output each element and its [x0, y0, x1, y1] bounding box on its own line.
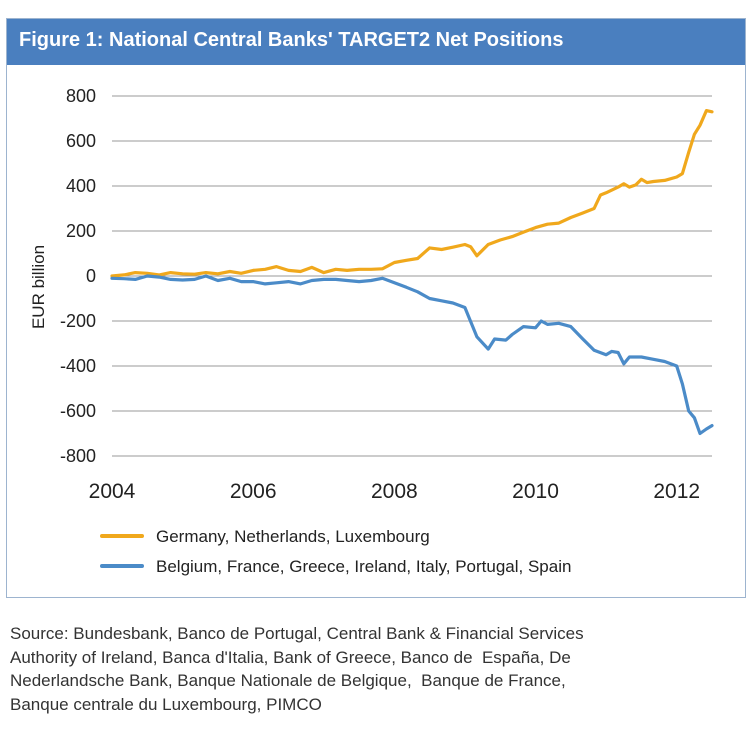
series-line-1 — [110, 109, 714, 278]
source-line-3: Nederlandsche Bank, Banque Nationale de … — [10, 671, 566, 690]
legend: Germany, Netherlands, Luxembourg Belgium,… — [100, 527, 571, 576]
y-tick-label: 0 — [86, 266, 96, 286]
legend-label-2: Belgium, France, Greece, Ireland, Italy,… — [156, 557, 571, 576]
source-line-1: Source: Bundesbank, Banco de Portugal, C… — [10, 624, 584, 643]
x-tick-label: 2008 — [371, 480, 418, 503]
gridlines — [112, 95, 712, 457]
y-tick-label: 200 — [66, 221, 96, 241]
title-bar: Figure 1: National Central Banks' TARGET… — [7, 19, 745, 65]
y-axis-label: EUR billion — [29, 245, 48, 329]
x-tick-labels: 2004 2006 2008 2010 2012 — [89, 480, 700, 503]
source-line-2: Authority of Ireland, Banca d'Italia, Ba… — [10, 647, 571, 667]
source-note: Source: Bundesbank, Banco de Portugal, C… — [10, 622, 710, 716]
y-tick-label: 800 — [66, 86, 96, 106]
y-tick-label: 400 — [66, 176, 96, 196]
y-tick-label: -400 — [60, 356, 96, 376]
source-line-4: Banque centrale du Luxembourg, PIMCO — [10, 694, 322, 714]
y-tick-labels: 800 600 400 200 0 -200 -400 -600 -800 — [60, 86, 96, 466]
y-tick-label: -200 — [60, 311, 96, 331]
figure-title: Figure 1: National Central Banks' TARGET… — [19, 29, 564, 51]
y-tick-label: -800 — [60, 446, 96, 466]
y-tick-label: 600 — [66, 131, 96, 151]
x-tick-label: 2010 — [512, 480, 559, 503]
x-tick-label: 2012 — [653, 480, 700, 503]
series-lines — [110, 109, 714, 436]
figure-frame: Figure 1: National Central Banks' TARGET… — [6, 18, 746, 598]
series-line-2 — [110, 274, 714, 436]
x-tick-label: 2006 — [230, 480, 277, 503]
x-tick-label: 2004 — [89, 480, 136, 503]
y-tick-label: -600 — [60, 401, 96, 421]
legend-label-1: Germany, Netherlands, Luxembourg — [156, 527, 430, 546]
